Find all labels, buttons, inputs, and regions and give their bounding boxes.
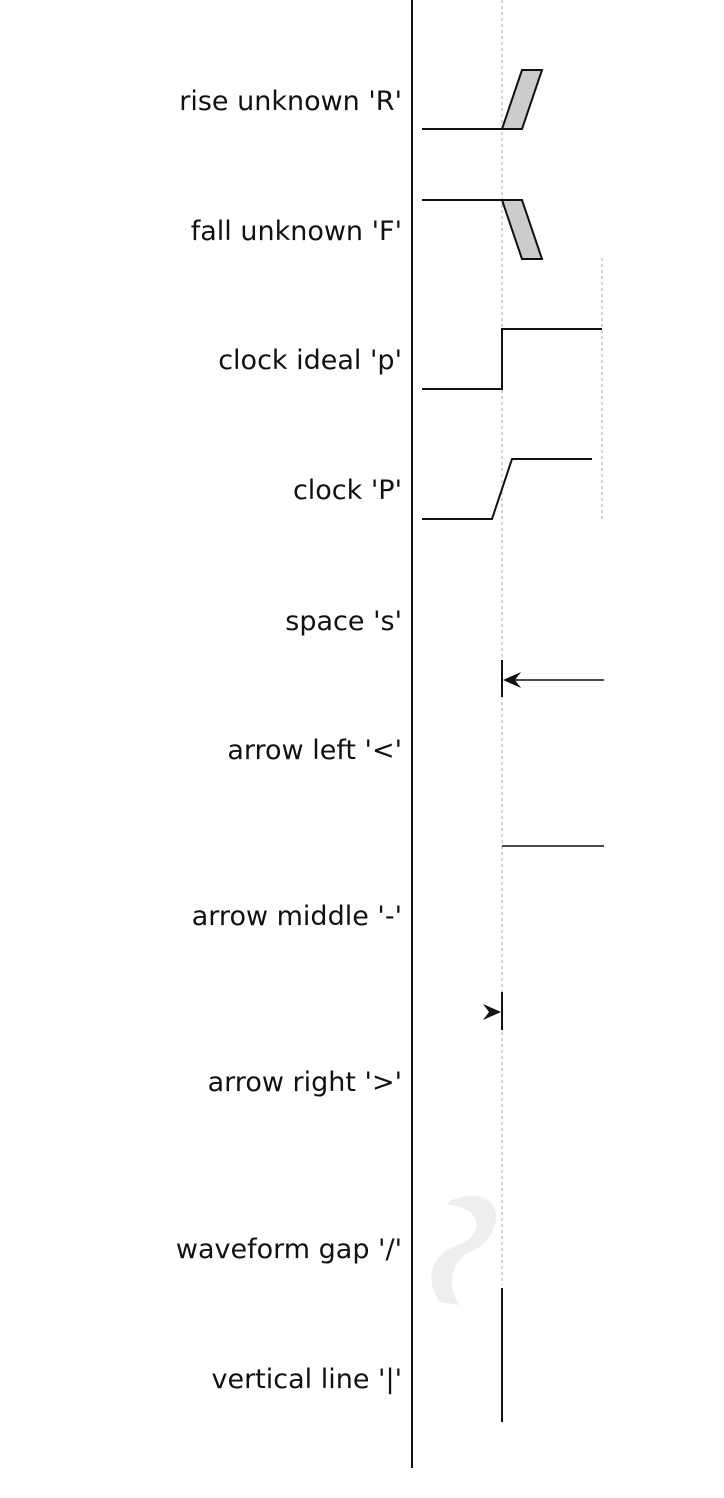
- label-fall-unknown: fall unknown 'F': [190, 216, 402, 247]
- label-space: space 's': [285, 606, 402, 637]
- label-waveform-gap: waveform gap '/': [175, 1234, 402, 1265]
- symbol-clock: [422, 458, 592, 520]
- label-vertical-line: vertical line '|': [211, 1364, 402, 1395]
- label-clock-ideal: clock ideal 'p': [218, 345, 402, 376]
- label-arrow-middle: arrow middle '-': [191, 901, 402, 932]
- symbol-arrow-right: [483, 992, 503, 1030]
- symbol-waveform-gap: [431, 1195, 497, 1305]
- symbol-clock-ideal: [422, 328, 602, 390]
- symbol-fall-unknown: [422, 199, 544, 260]
- label-arrow-left: arrow left '<': [227, 735, 402, 766]
- symbol-rise-unknown: [422, 69, 544, 130]
- symbol-arrow-left: [501, 660, 604, 697]
- label-arrow-right: arrow right '>': [207, 1067, 402, 1098]
- label-rise-unknown: rise unknown 'R': [179, 86, 402, 117]
- label-clock: clock 'P': [292, 475, 402, 506]
